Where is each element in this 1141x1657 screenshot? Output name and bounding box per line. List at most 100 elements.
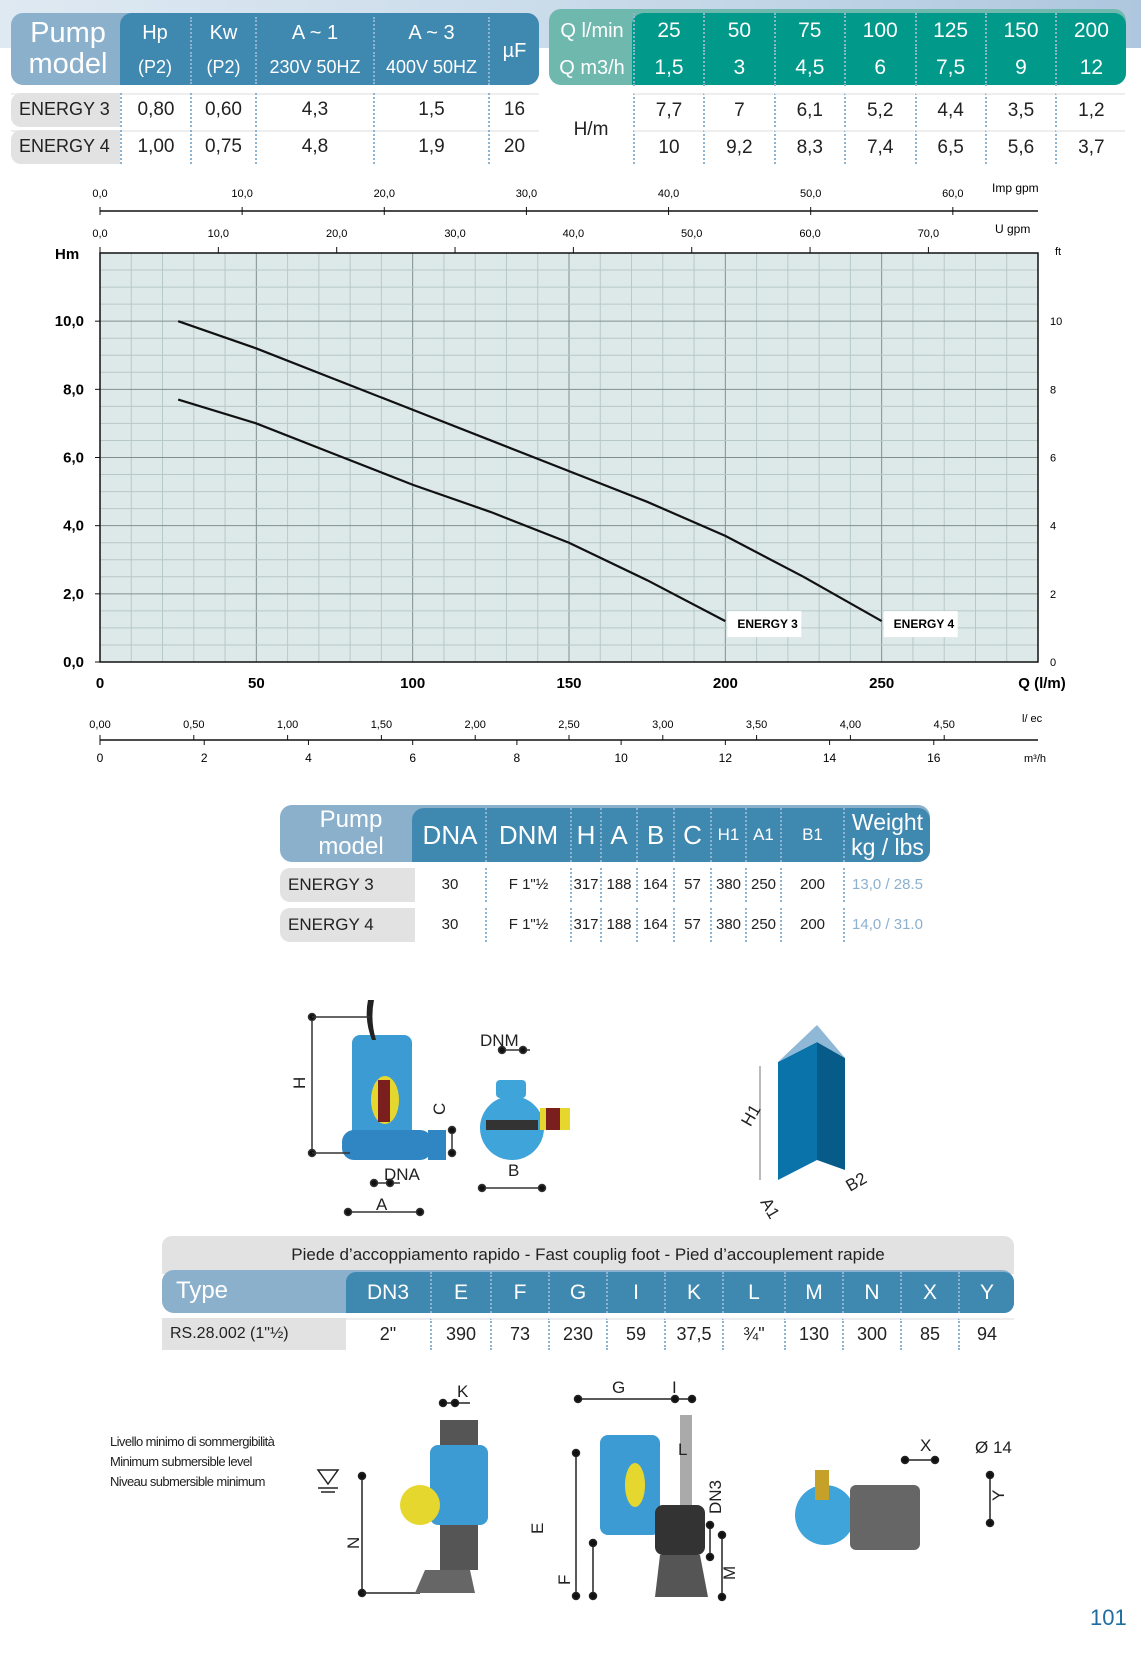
q-lmin-value: 200 — [1055, 13, 1125, 49]
table-cell: 30 — [441, 875, 459, 893]
legend-label: ENERGY 3 — [737, 617, 798, 631]
table-cell: 317 — [570, 908, 600, 942]
m3h-tick-label: 4 — [305, 751, 312, 765]
q-m3h-value: 3 — [703, 50, 773, 86]
table-cell: 85 — [900, 1318, 958, 1350]
coupling-foot-drawing: K N G I L E DN3 F M X Ø 14 Y — [316, 1378, 1012, 1602]
svg-text:M: M — [720, 1566, 739, 1580]
m3h-tick-label: 6 — [409, 751, 416, 765]
ft-tick-label: 8 — [1050, 384, 1056, 396]
header-e: E — [430, 1272, 490, 1313]
lsec-tick-label: 2,50 — [558, 719, 579, 731]
h-value: 6,1 — [773, 93, 844, 127]
header-sub-3: 400V 50HZ — [373, 52, 488, 84]
us-gpm-label: U gpm — [995, 222, 1030, 236]
h-value: 4,4 — [914, 93, 985, 127]
imp-gpm-tick-label: 0,0 — [92, 188, 107, 200]
header-i: I — [606, 1272, 664, 1313]
svg-text:Y: Y — [989, 1490, 1008, 1501]
table-cell: 16 — [488, 93, 539, 127]
table-cell: 0,60 — [190, 93, 255, 127]
pump-coupling-side-illustration — [600, 1415, 708, 1597]
min-level-note: Livello minimo di sommergibilità Minimum… — [110, 1434, 275, 1489]
table-cell: 200 — [780, 868, 843, 902]
table1-header-dark — [120, 13, 539, 85]
y-tick-label: 8,0 — [63, 381, 84, 398]
table-cell: 300 — [842, 1318, 900, 1350]
coupling-top-illustration — [795, 1470, 920, 1550]
svg-text:B2: B2 — [843, 1169, 871, 1196]
imp-gpm-tick-label: 40,0 — [658, 188, 679, 200]
imp-gpm-tick-label: 50,0 — [800, 188, 821, 200]
imp-gpm-tick-label: 60,0 — [942, 188, 963, 200]
table2-header-dark — [632, 13, 1126, 85]
header-0: Hp — [142, 22, 168, 44]
table-cell: 30 — [441, 915, 459, 933]
header-f: F — [490, 1272, 548, 1313]
table-cell: 57 — [673, 868, 710, 902]
q-m3h-value: 12 — [1055, 50, 1125, 86]
m3h-tick-label: 0 — [97, 751, 104, 765]
ft-tick-label: 6 — [1050, 453, 1056, 465]
table-cell: 188 — [600, 908, 636, 942]
h-value: 10 — [633, 130, 703, 164]
table-cell: 250 — [745, 868, 780, 902]
y-tick-label: 0,0 — [63, 654, 84, 671]
h-value: 3,7 — [1055, 130, 1126, 164]
ft-tick-label: 4 — [1050, 521, 1056, 533]
header-weightkglbs: Weight kg / lbs — [843, 808, 930, 862]
h-value: 5,2 — [844, 93, 915, 127]
header-4: µF — [488, 17, 539, 85]
m3h-label: m³/h — [1024, 753, 1046, 765]
header-pump-model: Pump model — [318, 806, 384, 860]
h-value: 7 — [703, 93, 774, 127]
svg-text:N: N — [344, 1537, 363, 1549]
q-lmin-value: 50 — [703, 13, 773, 49]
header-g: G — [548, 1272, 606, 1313]
table-cell: 1,5 — [373, 93, 488, 127]
q-m3h-value: 7,5 — [914, 50, 985, 86]
us-gpm-tick-label: 40,0 — [563, 228, 584, 240]
q-m3h-value: 1,5 — [633, 50, 703, 86]
header-3: A ~ 3 — [373, 17, 488, 49]
pump-side-illustration — [342, 1000, 446, 1160]
imp-gpm-tick-label: 20,0 — [374, 188, 395, 200]
header-sub-1: (P2) — [190, 52, 255, 84]
header-type: Type — [176, 1277, 229, 1305]
x-tick-label: 150 — [556, 675, 581, 692]
lsec-tick-label: 4,50 — [933, 719, 954, 731]
curve-energy-4 — [177, 320, 883, 623]
table-cell: F 1"½ — [485, 868, 570, 902]
x-tick-label: 250 — [869, 675, 894, 692]
table-cell: 200 — [780, 908, 843, 942]
header-sub-0: (P2) — [137, 57, 172, 78]
q-m3h-value: 9 — [985, 50, 1055, 86]
y-axis-label: Hm — [55, 246, 79, 263]
y-tick-label: 10,0 — [55, 313, 84, 330]
header-dna: DNA — [422, 819, 478, 850]
table-cell: 164 — [636, 868, 673, 902]
svg-text:F: F — [555, 1575, 574, 1585]
h-value: 1,2 — [1055, 93, 1126, 127]
svg-text:L: L — [678, 1440, 687, 1459]
h-value: 6,5 — [914, 130, 985, 164]
pump-top-illustration — [480, 1080, 570, 1160]
header-c: C — [673, 808, 710, 862]
label-h: H — [290, 1077, 309, 1089]
imp-gpm-tick-label: 30,0 — [516, 188, 537, 200]
table-cell: 380 — [710, 868, 745, 902]
h-value: 7,7 — [633, 93, 703, 127]
us-gpm-tick-label: 60,0 — [799, 228, 820, 240]
x-tick-label: 0 — [96, 675, 104, 692]
header-pump-model: Pump model — [28, 17, 108, 80]
svg-text:K: K — [457, 1382, 469, 1401]
ft-tick-label: 2 — [1050, 589, 1056, 601]
pump-front-illustration — [400, 1420, 488, 1593]
table-cell: 59 — [606, 1318, 664, 1350]
pump-dimension-drawing: H C DNA A DNM B H1 A1 B2 — [290, 1000, 871, 1220]
header-dn3: DN3 — [366, 1280, 409, 1304]
svg-text:I: I — [672, 1378, 677, 1397]
svg-text:Ø 14: Ø 14 — [975, 1438, 1012, 1457]
row-model: ENERGY 4 — [280, 908, 415, 942]
svg-text:DNA: DNA — [384, 1165, 421, 1184]
